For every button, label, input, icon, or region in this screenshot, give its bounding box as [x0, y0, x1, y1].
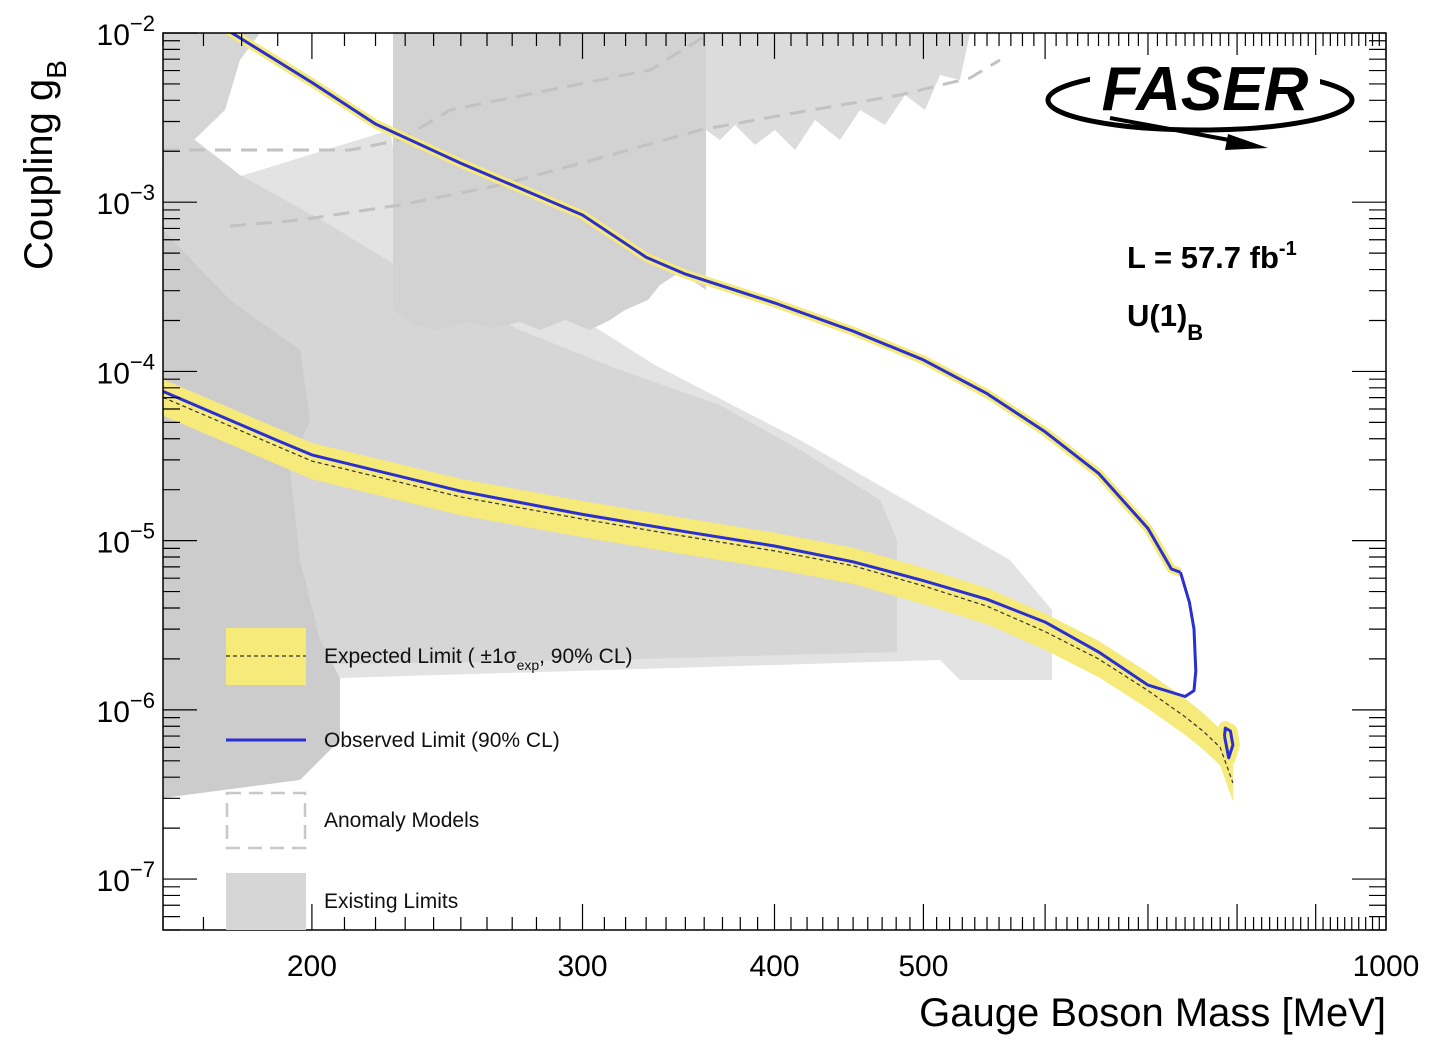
x-tick-label: 500	[898, 950, 948, 983]
faser-logo-arrow-head	[1225, 134, 1268, 150]
anomaly-model-curves	[163, 33, 1001, 228]
y-tick-label: 10−5	[97, 519, 155, 560]
y-tick-label-exponent: −4	[130, 349, 155, 374]
expected-limit-line	[163, 396, 1234, 784]
model-name: U(1)	[1127, 298, 1187, 333]
existing-limit-region-colliders	[393, 33, 706, 330]
model-label: U(1)B	[1127, 298, 1203, 345]
y-tick-label: 10−3	[97, 180, 155, 221]
y-tick-label: 10−7	[97, 857, 155, 898]
x-axis-ticks: 200 300 400 500 1000	[162, 33, 1420, 983]
observed-limit-lower-edge	[163, 390, 1198, 698]
luminosity-unit-exponent: -1	[1279, 238, 1297, 260]
faser-logo-backdrop	[1090, 55, 1320, 115]
existing-limit-region-upper-right	[706, 33, 970, 150]
legend-swatch-anomaly	[225, 791, 307, 850]
legend: Expected Limit ( ±1σexp, 90% CL) Observe…	[225, 628, 633, 930]
x-axis-title: Gauge Boson Mass [MeV]	[919, 991, 1386, 1035]
legend-expected-sub: exp	[517, 657, 540, 673]
x-tick-label: 400	[749, 950, 799, 983]
observed-limit-upper-edge	[229, 33, 1182, 574]
model-subscript: B	[1187, 320, 1203, 345]
y-tick-label: 10−6	[97, 688, 155, 729]
y-tick-label-base: 10	[97, 188, 130, 221]
y-tick-label-base: 10	[97, 696, 130, 729]
y-axis-title-sub: B	[41, 60, 72, 79]
legend-expected-after: , 90% CL)	[539, 645, 632, 668]
y-tick-label-exponent: −3	[130, 180, 155, 205]
legend-label-observed: Observed Limit (90% CL)	[324, 729, 560, 752]
legend-swatch-expected	[226, 628, 306, 685]
y-axis-ticks: 10−210−310−410−510−610−7	[97, 11, 1386, 931]
faser-logo-arrow-line	[1109, 116, 1241, 144]
y-axis-title: Coupling gB	[17, 60, 72, 270]
faser-logo-text: FASER	[1102, 55, 1309, 124]
y-axis-title-main: Coupling g	[17, 79, 61, 270]
anomaly-curve-1	[229, 58, 1001, 228]
y-tick-label-base: 10	[97, 865, 130, 898]
y-tick-label-exponent: −2	[130, 11, 155, 36]
existing-limit-region-kaon	[163, 33, 260, 170]
legend-label-existing: Existing Limits	[324, 890, 458, 913]
observed-limit-island	[1223, 726, 1235, 760]
y-tick-label-base: 10	[97, 527, 130, 560]
x-tick-label: 300	[557, 950, 607, 983]
x-tick-label: 1000	[1353, 950, 1420, 983]
observed-limit-group	[163, 33, 1235, 760]
legend-label-expected: Expected Limit ( ±1σexp, 90% CL)	[324, 645, 633, 673]
y-tick-label-exponent: −7	[130, 857, 155, 882]
y-tick-label-base: 10	[97, 357, 130, 390]
y-tick-label-base: 10	[97, 19, 130, 52]
y-tick-label: 10−4	[97, 349, 155, 390]
y-tick-label-exponent: −5	[130, 519, 155, 544]
luminosity-value: L = 57.7 fb	[1127, 240, 1279, 275]
y-tick-label: 10−2	[97, 11, 155, 52]
faser-logo: FASER	[1045, 55, 1355, 150]
legend-label-anomaly: Anomaly Models	[324, 809, 479, 832]
legend-swatch-existing	[226, 873, 306, 930]
x-tick-label: 200	[287, 950, 337, 983]
plot-area	[163, 33, 1240, 802]
y-tick-label-exponent: −6	[130, 688, 155, 713]
luminosity-label: L = 57.7 fb-1	[1127, 238, 1297, 275]
legend-expected-text: Expected Limit ( ±1σ	[324, 645, 517, 668]
anomaly-curve-2	[163, 33, 711, 152]
